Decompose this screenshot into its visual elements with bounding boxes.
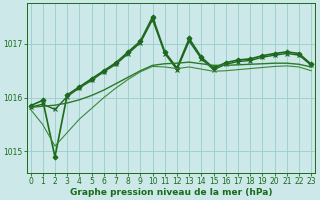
X-axis label: Graphe pression niveau de la mer (hPa): Graphe pression niveau de la mer (hPa) — [70, 188, 272, 197]
